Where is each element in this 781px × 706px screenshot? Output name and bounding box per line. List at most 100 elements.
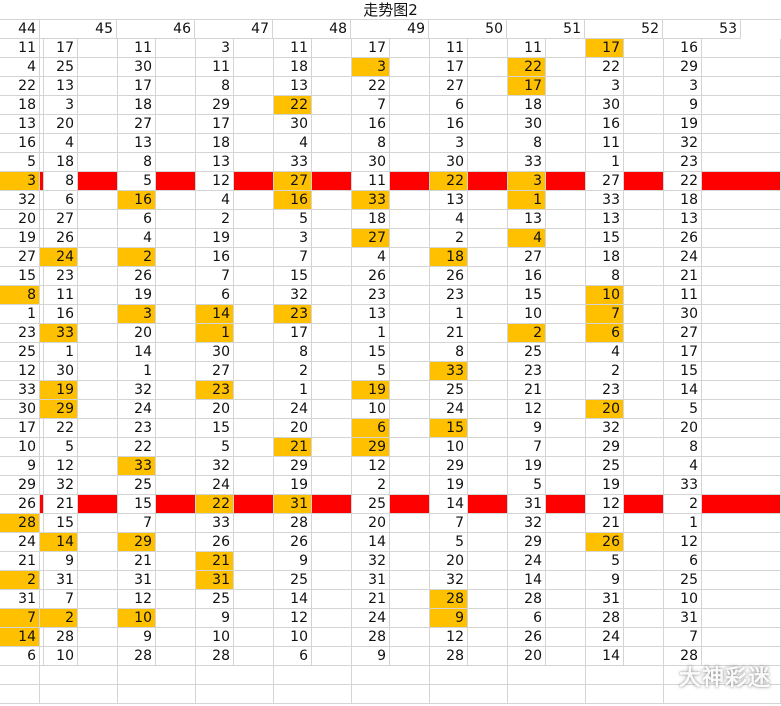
spacer-cell	[702, 229, 781, 248]
number-cell: 2	[430, 229, 468, 248]
number-cell: 28	[274, 514, 312, 533]
spacer-cell	[78, 248, 118, 267]
number-cell: 30	[0, 400, 40, 419]
spacer-cell	[312, 305, 352, 324]
spacer-cell	[234, 191, 274, 210]
number-cell: 29	[664, 58, 702, 77]
number-cell: 8	[586, 267, 624, 286]
spacer-cell	[312, 134, 352, 153]
empty-cell	[430, 685, 508, 704]
spacer-cell	[390, 647, 430, 666]
number-cell: 28	[664, 647, 702, 666]
number-cell: 9	[0, 457, 40, 476]
number-cell: 28	[352, 628, 390, 647]
number-cell: 20	[274, 419, 312, 438]
spacer-cell	[78, 210, 118, 229]
separator-bar	[702, 172, 781, 191]
empty-cell	[430, 666, 508, 685]
number-cell: 21	[40, 495, 78, 514]
spacer-cell	[468, 571, 508, 590]
number-cell: 10	[508, 305, 546, 324]
number-cell: 22	[274, 96, 312, 115]
number-cell: 24	[586, 628, 624, 647]
empty-cell	[274, 685, 352, 704]
spacer-cell	[702, 77, 781, 96]
spacer-cell	[156, 39, 196, 58]
number-cell: 16	[664, 39, 702, 58]
number-cell: 14	[352, 533, 390, 552]
number-cell: 2	[118, 248, 156, 267]
spacer-cell	[702, 476, 781, 495]
spacer-cell	[78, 647, 118, 666]
number-cell: 16	[196, 248, 234, 267]
number-cell: 28	[40, 628, 78, 647]
number-cell: 19	[508, 457, 546, 476]
number-cell: 5	[664, 400, 702, 419]
number-cell: 23	[40, 267, 78, 286]
spacer-cell	[312, 115, 352, 134]
spacer-cell	[78, 267, 118, 286]
number-cell: 11	[196, 58, 234, 77]
column-header: 52	[585, 20, 663, 39]
spacer-cell	[390, 362, 430, 381]
column-header: 44	[0, 20, 40, 39]
number-cell: 16	[508, 267, 546, 286]
spacer-cell	[702, 115, 781, 134]
column-header: 48	[273, 20, 351, 39]
spacer-cell	[546, 457, 586, 476]
number-cell: 1	[118, 362, 156, 381]
spacer-cell	[234, 134, 274, 153]
number-cell: 9	[352, 647, 390, 666]
spacer-cell	[78, 39, 118, 58]
number-cell: 16	[118, 191, 156, 210]
number-cell: 23	[274, 305, 312, 324]
spacer-cell	[312, 628, 352, 647]
spacer-cell	[156, 210, 196, 229]
spacer-cell	[546, 609, 586, 628]
number-cell: 10	[664, 590, 702, 609]
number-cell: 3	[508, 172, 546, 191]
spacer-cell	[234, 590, 274, 609]
column-header: 51	[507, 20, 585, 39]
number-cell: 19	[352, 381, 390, 400]
empty-cell	[40, 666, 118, 685]
spacer-cell	[312, 96, 352, 115]
spacer-cell	[546, 324, 586, 343]
number-cell: 12	[0, 362, 40, 381]
number-cell: 29	[586, 438, 624, 457]
spacer-cell	[312, 400, 352, 419]
spacer-cell	[468, 343, 508, 362]
number-cell: 4	[40, 134, 78, 153]
spacer-cell	[546, 229, 586, 248]
spacer-cell	[390, 115, 430, 134]
number-cell: 7	[430, 514, 468, 533]
number-cell: 33	[40, 324, 78, 343]
number-cell: 26	[274, 533, 312, 552]
spacer-cell	[312, 381, 352, 400]
number-cell: 12	[118, 590, 156, 609]
number-cell: 6	[40, 191, 78, 210]
spacer-cell	[78, 324, 118, 343]
spacer-cell	[390, 343, 430, 362]
separator-bar	[312, 172, 352, 191]
number-cell: 33	[664, 476, 702, 495]
spacer-cell	[156, 77, 196, 96]
number-cell: 9	[664, 96, 702, 115]
column-header: 45	[39, 20, 117, 39]
empty-cell	[118, 666, 196, 685]
number-cell: 17	[352, 39, 390, 58]
number-cell: 14	[664, 381, 702, 400]
number-cell: 21	[430, 324, 468, 343]
column-header: 47	[195, 20, 273, 39]
number-cell: 10	[430, 438, 468, 457]
number-cell: 19	[664, 115, 702, 134]
number-cell: 25	[664, 571, 702, 590]
number-cell: 9	[118, 628, 156, 647]
number-cell: 6	[430, 96, 468, 115]
spacer-cell	[546, 134, 586, 153]
spacer-cell	[156, 647, 196, 666]
spacer-cell	[624, 457, 664, 476]
number-cell: 23	[352, 286, 390, 305]
number-cell: 30	[118, 58, 156, 77]
number-cell: 16	[430, 115, 468, 134]
